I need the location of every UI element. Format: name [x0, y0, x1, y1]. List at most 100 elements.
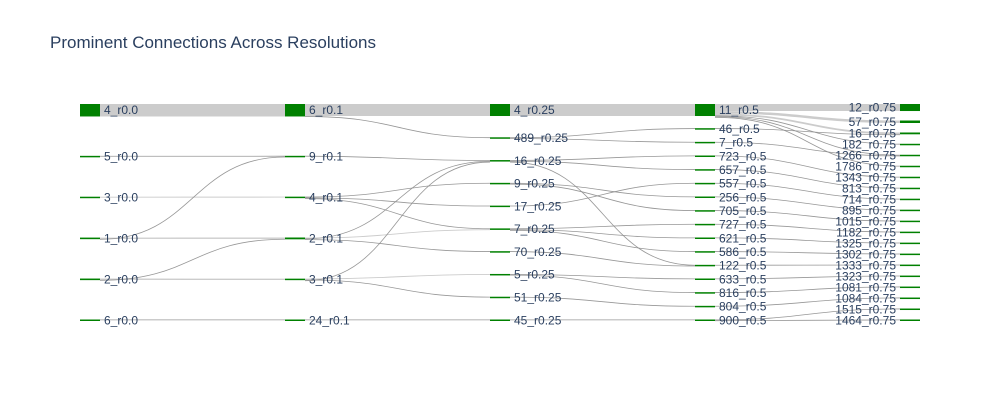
sankey-link [714, 196, 901, 211]
sankey-node [900, 275, 920, 278]
sankey-node-label: 9_r0.25 [514, 177, 555, 191]
sankey-node [285, 278, 305, 281]
sankey-node-label: 24_r0.1 [309, 313, 350, 327]
sankey-node-label: 4_r0.25 [514, 103, 555, 117]
sankey-node [490, 228, 510, 230]
sankey-link [509, 161, 696, 266]
sankey-node-label: 586_r0.5 [719, 245, 767, 259]
sankey-link [304, 239, 491, 252]
sankey-link [714, 223, 901, 233]
sankey-link [99, 156, 286, 240]
sankey-links [99, 103, 901, 322]
sankey-node-label: 256_r0.5 [719, 190, 767, 204]
sankey-link [714, 116, 901, 167]
sankey-node-label: 1515_r0.75 [835, 302, 896, 316]
sankey-node [695, 169, 715, 171]
sankey-node-label: 900_r0.5 [719, 313, 767, 327]
sankey-link [714, 111, 901, 124]
sankey-node-label: 16_r0.75 [849, 126, 897, 140]
sankey-node [490, 251, 510, 253]
sankey-node [490, 137, 510, 139]
sankey-link [509, 182, 696, 207]
sankey-link [304, 273, 491, 280]
sankey-node [900, 253, 920, 256]
sankey-node-label: 727_r0.5 [719, 218, 767, 232]
sankey-node-label: 1302_r0.75 [835, 247, 896, 261]
sankey-node [695, 141, 715, 144]
sankey-node-label: 3_r0.0 [104, 190, 138, 204]
sankey-node-label: 70_r0.25 [514, 245, 562, 259]
sankey-node-label: 5_r0.0 [104, 150, 138, 164]
sankey-node-label: 17_r0.25 [514, 199, 562, 213]
sankey-link [99, 238, 286, 281]
sankey-node-label: 1323_r0.75 [835, 269, 896, 283]
sankey-node-label: 1015_r0.75 [835, 214, 896, 228]
sankey-node [285, 155, 305, 158]
sankey-link [509, 229, 696, 252]
sankey-node [900, 297, 920, 300]
sankey-node-label: 11_r0.5 [719, 103, 759, 117]
sankey-node-label: 4_r0.1 [309, 190, 343, 204]
sankey-node-label: 1_r0.0 [104, 231, 138, 245]
sankey-node [695, 182, 715, 185]
sankey-node-label: 621_r0.5 [719, 231, 767, 245]
sankey-node [490, 182, 510, 185]
sankey-node [490, 273, 510, 276]
sankey-node-label: 16_r0.25 [514, 154, 562, 168]
sankey-node-label: 804_r0.5 [719, 300, 767, 314]
sankey-node [490, 205, 510, 208]
sankey-node [900, 143, 920, 146]
sankey-node [695, 292, 715, 294]
sankey-node [695, 251, 715, 253]
sankey-node [900, 242, 920, 245]
sankey-node-label: 1081_r0.75 [835, 280, 896, 294]
sankey-node-label: 1464_r0.75 [835, 313, 896, 327]
sankey-link [714, 319, 901, 322]
chart-title: Prominent Connections Across Resolutions [50, 33, 376, 52]
sankey-node [80, 237, 100, 240]
sankey-node-label: 6_r0.0 [104, 313, 138, 327]
sankey-node-label: 6_r0.1 [309, 103, 343, 117]
sankey-node [900, 104, 920, 112]
sankey-node [900, 176, 920, 179]
sankey-node-label: 813_r0.75 [842, 181, 896, 195]
sankey-link [509, 274, 696, 293]
sankey-node-label: 7_r0.5 [719, 136, 753, 150]
sankey-link [509, 183, 696, 211]
sankey-node [80, 155, 100, 158]
sankey-link [304, 160, 491, 240]
sankey-node [900, 286, 920, 289]
sankey-link [714, 169, 901, 189]
sankey-link [304, 161, 491, 282]
sankey-node [900, 154, 920, 157]
sankey-link [509, 155, 696, 161]
sankey-nodes [80, 104, 920, 321]
sankey-node-label: 816_r0.5 [719, 286, 767, 300]
sankey-node [695, 155, 715, 158]
sankey-node-label: 3_r0.1 [309, 272, 343, 286]
sankey-link [509, 251, 696, 267]
sankey-node-label: 5_r0.25 [514, 268, 555, 282]
sankey-node [695, 264, 715, 267]
sankey-link [714, 210, 901, 222]
sankey-node-label: 182_r0.75 [842, 138, 896, 152]
sankey-node-label: 1325_r0.75 [835, 236, 896, 250]
sankey-node [490, 160, 510, 162]
sankey-node [80, 196, 100, 199]
sankey-node-label: 1266_r0.75 [835, 149, 896, 163]
sankey-link [304, 198, 491, 230]
sankey-link [509, 296, 696, 307]
sankey-node-label: 57_r0.75 [849, 115, 897, 129]
sankey-node-label: 1182_r0.75 [836, 225, 896, 239]
sankey-node [900, 165, 920, 168]
sankey-node [695, 196, 715, 199]
sankey-node [695, 278, 715, 281]
sankey-node [285, 319, 305, 321]
sankey-node [285, 196, 305, 199]
sankey-node [900, 220, 920, 223]
sankey-node-label: 7_r0.25 [514, 222, 555, 236]
sankey-link [304, 279, 491, 298]
sankey-link [509, 128, 696, 139]
sankey-link [714, 141, 901, 157]
